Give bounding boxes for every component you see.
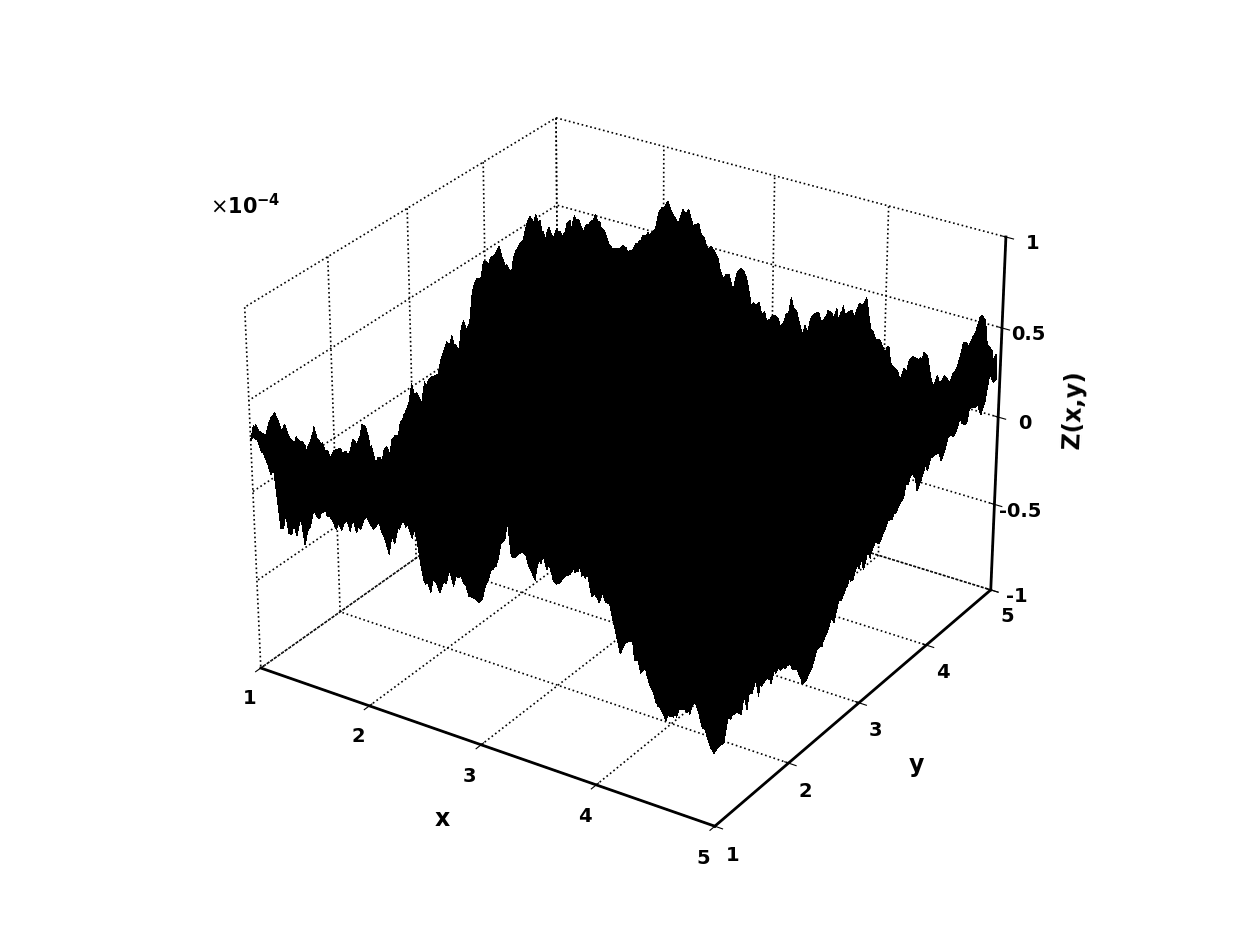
Y-axis label: y: y <box>909 753 924 777</box>
X-axis label: x: x <box>435 807 450 831</box>
Text: $\times\mathbf{10^{-4}}$: $\times\mathbf{10^{-4}}$ <box>210 193 280 218</box>
